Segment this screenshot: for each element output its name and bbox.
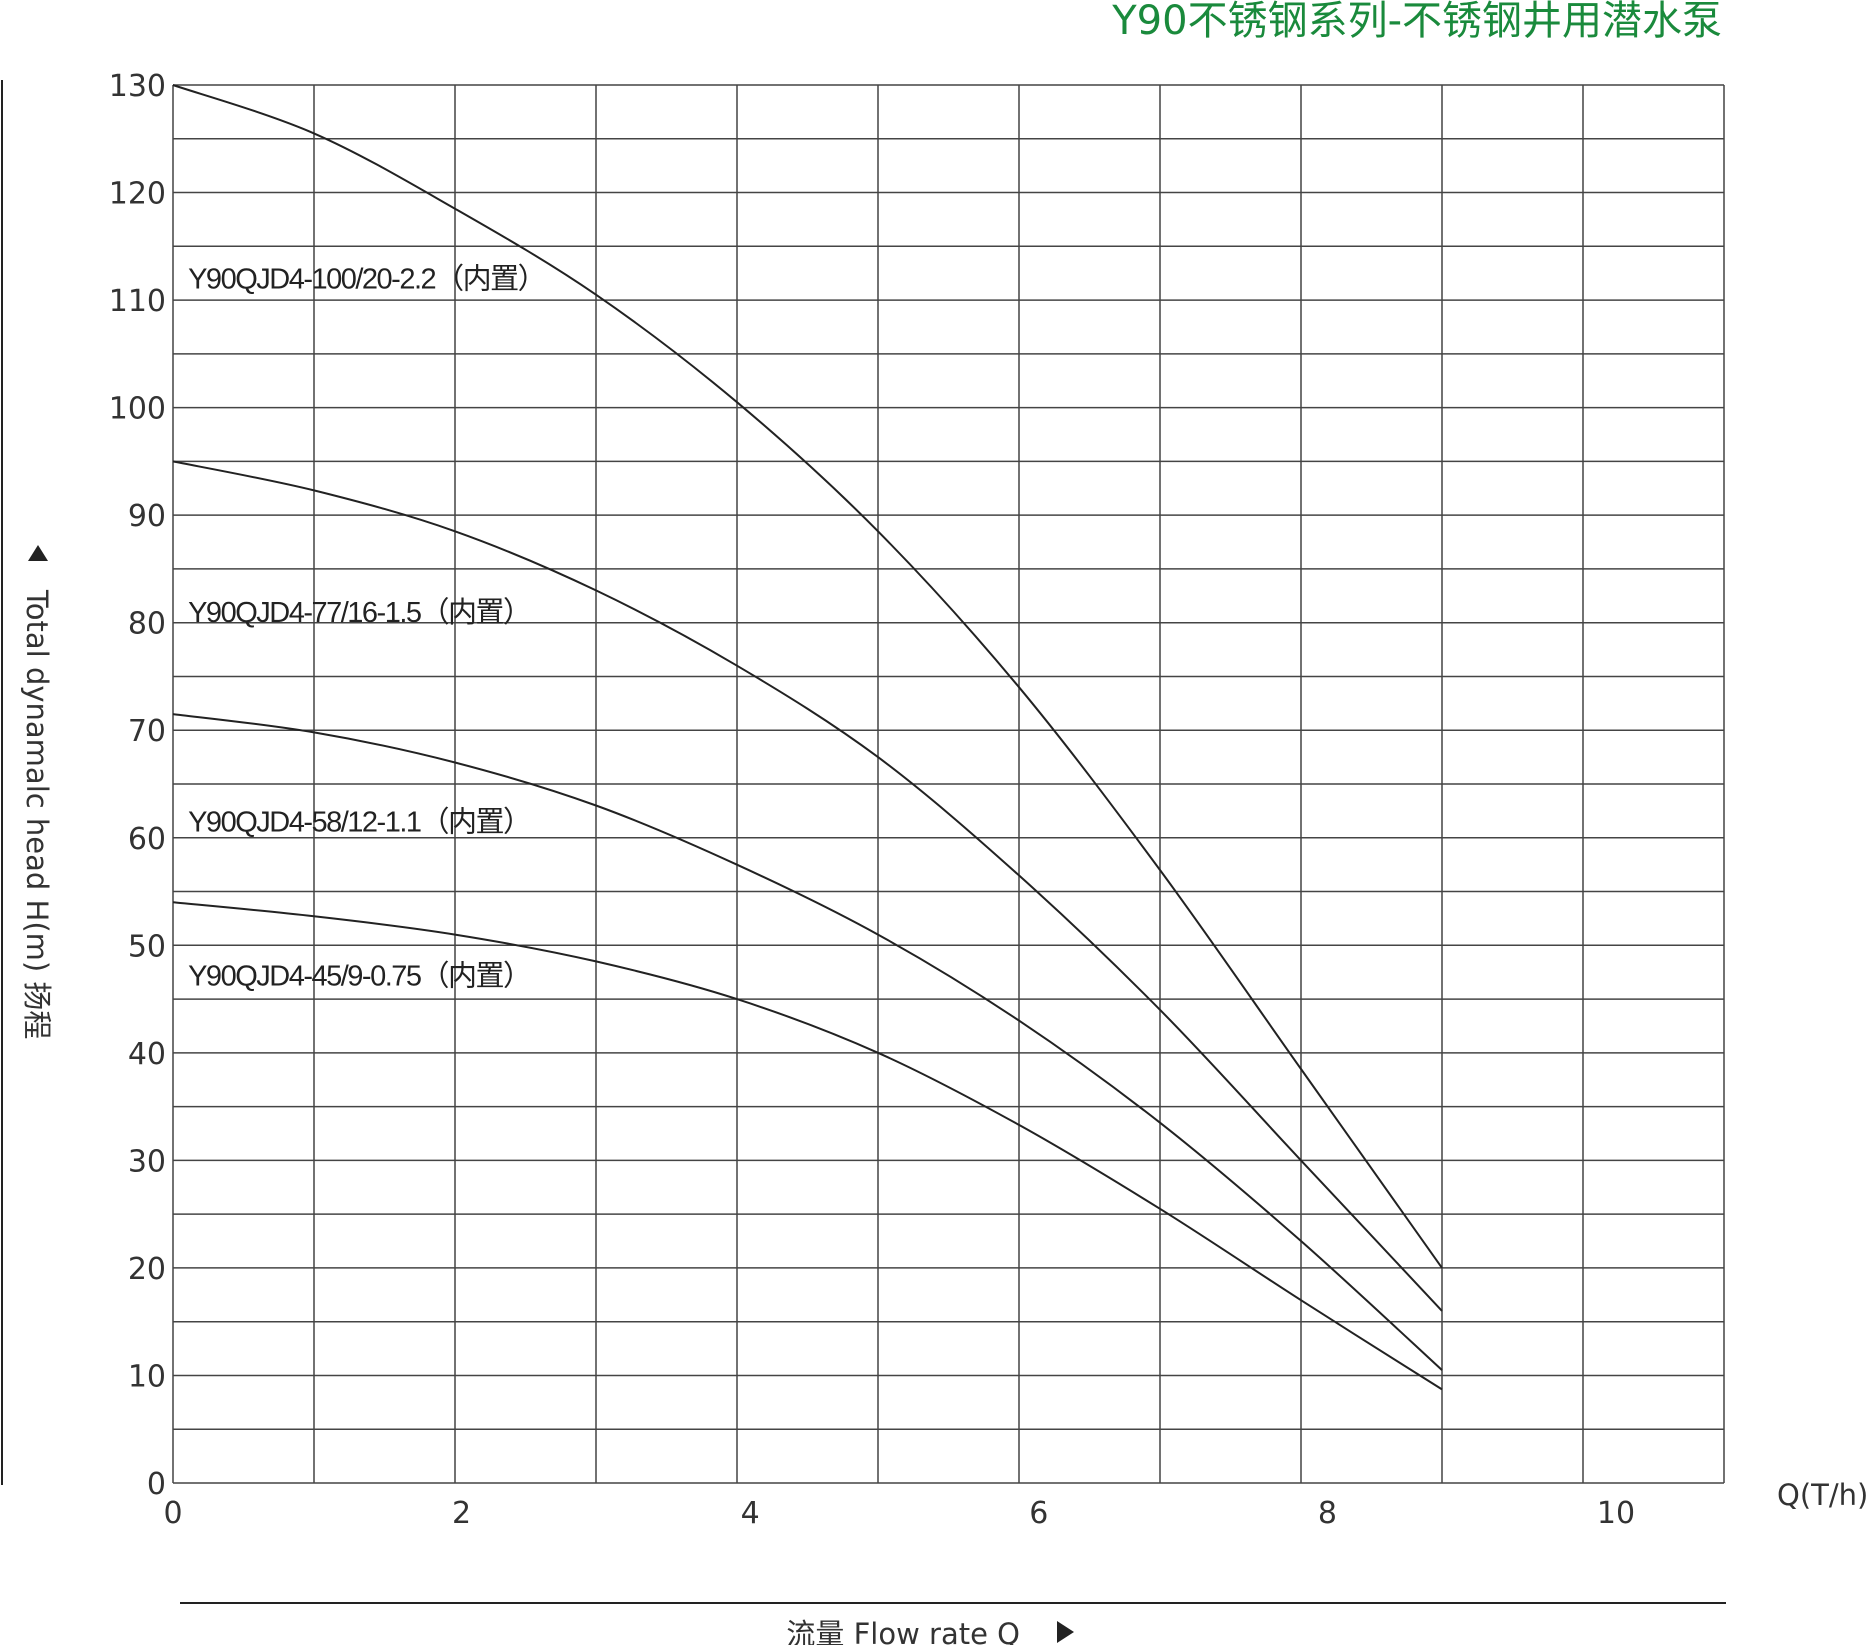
y-tick-label: 30 [128, 1144, 166, 1179]
x-axis-unit: Q(T/h) [1777, 1478, 1867, 1512]
series-label-3: Y90QJD4-58/12-1.1（内置） [188, 806, 530, 839]
y-tick-label: 120 [109, 177, 166, 212]
y-tick-labels: 0 10 20 30 40 50 60 70 80 90 100 110 120 130 [109, 69, 166, 1502]
grid [172, 84, 1725, 1484]
series-line-1 [172, 84, 1443, 1269]
series-line-4 [172, 901, 1443, 1391]
series-label-1: Y90QJD4-100/20-2.2（内置） [188, 263, 545, 296]
y-axis-title: Total dynamalc head H(m) 扬程 [20, 589, 54, 1039]
y-tick-label: 130 [109, 69, 166, 104]
x-tick-label: 6 [1029, 1496, 1048, 1531]
series-labels: Y90QJD4-100/20-2.2（内置） Y90QJD4-77/16-1.5（… [188, 263, 547, 993]
y-tick-label: 80 [128, 607, 166, 642]
series-label-4: Y90QJD4-45/9-0.75（内置） [188, 959, 530, 992]
y-tick-label: 90 [128, 499, 166, 534]
series-line-2 [172, 460, 1443, 1312]
series-lines [172, 84, 1443, 1391]
y-axis-arrow-icon [28, 545, 48, 561]
x-tick-labels: 0 2 4 6 8 10 [163, 1496, 1635, 1531]
y-tick-label: 50 [128, 929, 166, 964]
y-tick-label: 10 [128, 1359, 166, 1394]
y-tick-label: 100 [109, 392, 166, 427]
x-tick-label: 10 [1597, 1496, 1635, 1531]
y-tick-label: 40 [128, 1037, 166, 1072]
series-line-3 [172, 713, 1443, 1371]
chart-title: Y90不锈钢系列-不锈钢井用潜水泵 [1111, 0, 1722, 44]
y-tick-label: 20 [128, 1252, 166, 1287]
x-axis-arrow-icon [1057, 1621, 1074, 1643]
x-tick-label: 0 [163, 1496, 182, 1531]
x-tick-label: 8 [1318, 1496, 1337, 1531]
y-tick-label: 0 [147, 1467, 166, 1502]
y-tick-label: 110 [109, 284, 166, 319]
x-tick-label: 4 [741, 1496, 760, 1531]
y-tick-label: 60 [128, 822, 166, 857]
y-tick-label: 70 [128, 714, 166, 749]
x-axis-title: 流量 Flow rate Q [786, 1617, 1020, 1645]
x-tick-label: 2 [452, 1496, 471, 1531]
series-label-2: Y90QJD4-77/16-1.5（内置） [188, 596, 530, 629]
